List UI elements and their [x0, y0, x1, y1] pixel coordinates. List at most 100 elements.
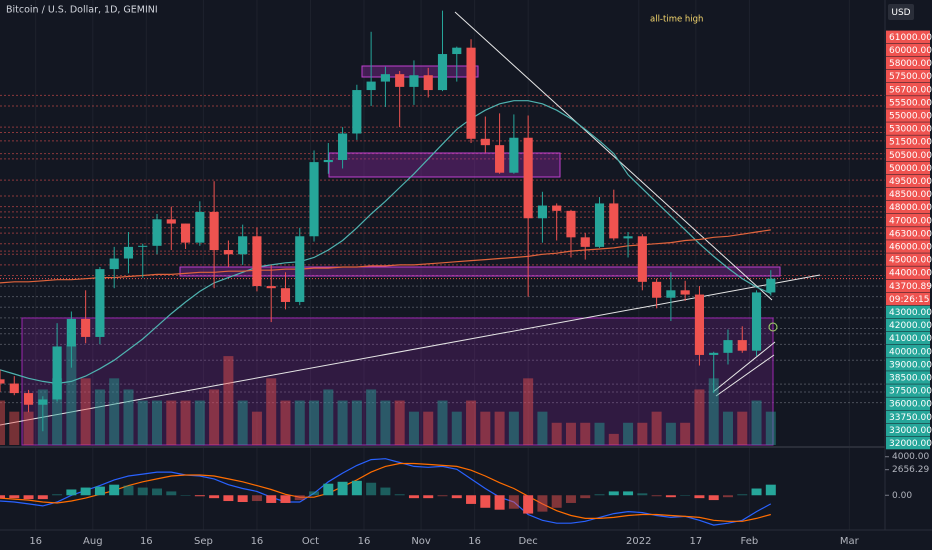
histogram-bar [637, 493, 648, 496]
candle-body [751, 292, 762, 351]
x-tick-label: 16 [358, 536, 371, 547]
volume-bar [0, 400, 5, 445]
histogram-bar [765, 484, 776, 496]
histogram-bar [565, 495, 576, 503]
histogram-bar [166, 491, 177, 496]
x-tick-label: 16 [29, 536, 42, 547]
y-tick-label: 46300.00 [889, 229, 932, 239]
x-tick-label: 2022 [626, 536, 651, 547]
y-tick-label: 45000.00 [889, 256, 932, 266]
annotation: all-time high [650, 15, 703, 25]
price-label-bg [886, 436, 930, 450]
histogram-bar [437, 495, 448, 497]
volume-bar [523, 378, 534, 445]
histogram-bar [466, 495, 477, 504]
histogram-bar [751, 488, 762, 496]
histogram-bar [294, 495, 305, 501]
candle-body [9, 383, 19, 394]
histogram-bar [123, 485, 134, 496]
candle-body [152, 219, 162, 246]
candle-body [138, 245, 148, 247]
trend-line [715, 354, 775, 397]
price-label-bg [886, 148, 930, 162]
x-tick-label: 16 [140, 536, 153, 547]
histogram-bar [9, 495, 20, 499]
price-label-bg [886, 43, 930, 57]
volume-bar [537, 411, 548, 445]
volume-bar [494, 411, 505, 445]
histogram-bar [223, 495, 234, 502]
volume-bar [665, 422, 676, 445]
price-label-bg [886, 174, 930, 188]
y-tick-label: 36000.00 [889, 400, 932, 410]
histogram-bar [80, 487, 91, 496]
price-label-bg [886, 161, 930, 175]
x-tick-label: Sep [194, 536, 213, 547]
price-label-bg [886, 96, 930, 109]
histogram-bar [651, 495, 662, 497]
candle-body [23, 393, 34, 405]
candle-body [95, 269, 105, 337]
candle-body [366, 81, 376, 91]
histogram-bar [323, 483, 334, 496]
price-label-bg [886, 318, 930, 332]
volume-bar [394, 400, 405, 445]
y-tick-label: 44000.00 [889, 269, 932, 279]
histogram-bar [0, 495, 5, 499]
volume-bar [580, 422, 591, 445]
x-tick-label: Mar [840, 536, 860, 547]
volume-bar [551, 422, 562, 445]
x-tick-label: Dec [518, 536, 537, 547]
currency[interactable]: USD [891, 8, 910, 18]
candle-body [323, 159, 333, 163]
price-label-bg [886, 122, 930, 135]
price-label-bg [886, 227, 930, 240]
candle-body [537, 205, 547, 219]
histogram-bar [708, 495, 719, 501]
volume-bar [751, 400, 762, 445]
y-tick-label: 32000.00 [889, 439, 932, 449]
y-tick-label: 48500.00 [889, 190, 932, 200]
histogram-bar [737, 494, 748, 496]
candle-body [437, 54, 448, 91]
y-tick-label: 42000.00 [889, 321, 932, 331]
y-tick-label: 49500.00 [889, 177, 932, 187]
candle-body [680, 290, 690, 295]
y-tick-label: 57500.00 [889, 72, 932, 82]
y-tick-label: 39000.00 [889, 360, 932, 370]
y-tick-label: 38500.00 [889, 374, 932, 384]
candle-body [509, 137, 519, 173]
y-tick-label: 60000.00 [889, 46, 932, 56]
price-label-bg [886, 69, 930, 83]
candle-body [0, 379, 5, 384]
candle-body [495, 145, 505, 173]
price-label-bg [886, 200, 930, 214]
y-tick-label: 55000.00 [889, 112, 932, 122]
candle-body [637, 236, 647, 282]
candle-body [694, 294, 705, 355]
histogram-bar [309, 491, 320, 496]
volume-bar [594, 422, 605, 445]
price-label-bg [886, 187, 930, 201]
histogram-bar [537, 495, 548, 512]
x-tick-label: Aug [83, 536, 103, 547]
y-tick-label: 33000.00 [889, 426, 932, 436]
currency-badge[interactable] [888, 4, 914, 20]
price-label-bg [886, 109, 930, 122]
candle-body [766, 278, 776, 293]
histogram-bar [380, 487, 391, 496]
candle-body [280, 288, 291, 302]
candle-body [409, 75, 419, 87]
volume-bar [380, 400, 391, 445]
histogram-bar [237, 495, 248, 502]
histogram-bar [580, 495, 591, 499]
zone-box [361, 65, 479, 78]
y-tick-label: 50500.00 [889, 151, 932, 161]
volume-bar [194, 400, 205, 445]
candle-body [552, 205, 562, 211]
y-tick-label: 37500.00 [889, 387, 932, 397]
candle-body [66, 318, 76, 347]
histogram-bar [337, 481, 348, 496]
volume-bar [223, 356, 234, 445]
y-tick-label: 55500.00 [889, 98, 932, 108]
